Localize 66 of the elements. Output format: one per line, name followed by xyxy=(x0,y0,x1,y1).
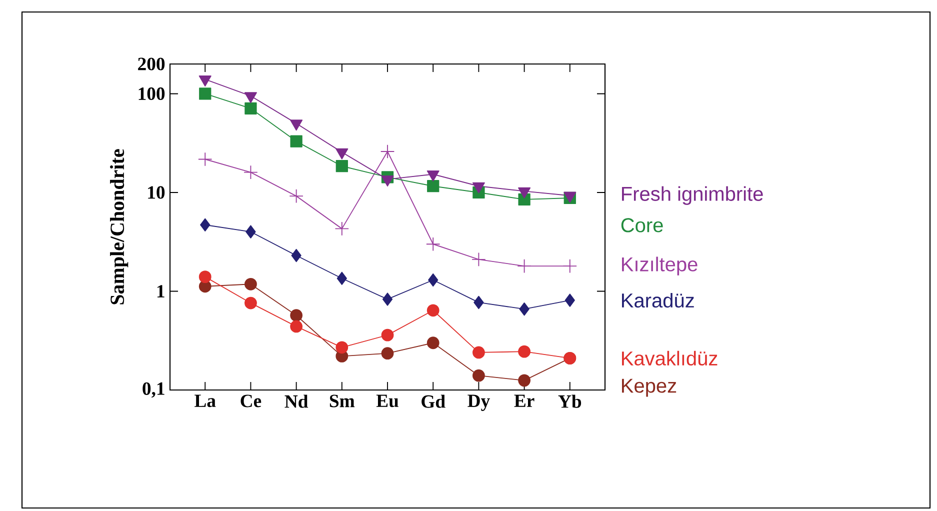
point xyxy=(564,294,575,307)
text: Karadüz xyxy=(622,292,694,308)
point xyxy=(562,258,578,274)
point xyxy=(381,175,394,186)
text: Fresh ignimbrite xyxy=(622,186,763,205)
point xyxy=(518,345,531,358)
point xyxy=(334,222,350,236)
point xyxy=(290,320,303,333)
point xyxy=(517,258,532,274)
point xyxy=(336,341,348,354)
x-tick-label: Nd xyxy=(284,394,308,408)
point xyxy=(472,252,486,267)
point xyxy=(244,278,257,290)
text: Core xyxy=(621,218,663,232)
point xyxy=(382,292,393,306)
point xyxy=(381,347,394,360)
point xyxy=(244,92,257,104)
text: Kızıltepe xyxy=(622,256,698,276)
point xyxy=(336,272,347,285)
point xyxy=(336,148,348,160)
point xyxy=(472,182,485,194)
point xyxy=(472,369,485,382)
y-tick-label: 100 xyxy=(138,87,165,100)
point xyxy=(380,144,395,159)
point xyxy=(381,328,394,342)
point xyxy=(426,170,440,182)
point xyxy=(198,75,212,86)
point xyxy=(199,88,212,100)
point xyxy=(426,304,440,317)
point xyxy=(519,302,530,316)
x-tick-label: Eu xyxy=(376,394,398,408)
point xyxy=(244,165,258,180)
x-tick-label: La xyxy=(194,394,216,408)
point xyxy=(291,248,302,262)
x-tick-label: Ce xyxy=(240,394,262,408)
point xyxy=(474,296,484,310)
text: Kavaklıdüz xyxy=(622,350,718,366)
point xyxy=(289,188,304,204)
y-axis-title: Sample/Chondrite xyxy=(110,149,128,304)
point xyxy=(198,152,212,166)
x-tick-label: Gd xyxy=(422,394,446,408)
point xyxy=(198,270,212,284)
point xyxy=(244,296,257,310)
x-tick-label: Sm xyxy=(330,394,355,408)
y-tick-label: 200 xyxy=(138,58,165,70)
text: Kepez xyxy=(622,378,676,397)
point xyxy=(472,346,485,359)
x-tick-label: Yb xyxy=(558,394,582,408)
point xyxy=(428,273,438,287)
y-tick-label: 1 xyxy=(157,285,164,298)
point xyxy=(336,160,348,172)
point xyxy=(290,309,303,322)
x-tick-label: Dy xyxy=(468,394,490,411)
point xyxy=(290,135,302,148)
point xyxy=(518,374,531,387)
y-tick-label: 10 xyxy=(148,186,165,199)
point xyxy=(427,180,440,192)
point xyxy=(426,336,440,350)
point xyxy=(426,236,440,252)
y-tick-label: 0,1 xyxy=(142,382,164,398)
point xyxy=(518,187,531,198)
point xyxy=(246,225,256,238)
x-tick-label: Er xyxy=(514,394,534,407)
point xyxy=(244,102,257,114)
point xyxy=(290,120,303,131)
point xyxy=(200,218,210,232)
